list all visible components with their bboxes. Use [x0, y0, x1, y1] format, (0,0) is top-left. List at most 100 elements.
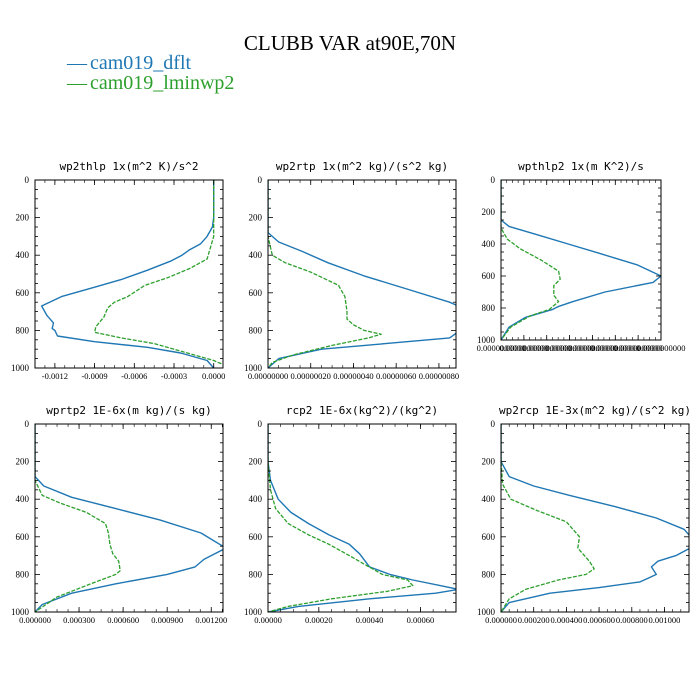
x-tick-label: 0.00000060: [376, 371, 416, 381]
x-tick-label: 0.00000: [254, 615, 282, 625]
series-line-dflt: [268, 180, 456, 368]
y-tick-label: 1000: [244, 607, 263, 617]
y-tick-label: 0: [25, 175, 30, 185]
x-tick-label: 0.00000040: [333, 371, 373, 381]
y-tick-label: 800: [16, 325, 30, 335]
y-tick-label: 400: [249, 494, 263, 504]
series-line-dflt: [35, 424, 223, 612]
x-tick-label: 0.000900: [151, 615, 183, 625]
y-tick-label: 400: [482, 494, 496, 504]
y-tick-label: 1000: [477, 335, 496, 345]
plot-frame: [267, 423, 457, 613]
x-tick-label: 0.0000000000: [522, 343, 571, 353]
panel-wp2rtp: wp2rtp 1x(m^2 kg)/(s^2 kg) 0 200 400 600 800 1…: [244, 160, 459, 381]
x-tick-label: -0.0009: [81, 371, 107, 381]
y-tick-label: 800: [482, 569, 496, 579]
x-tick-label: 0.0000000000: [614, 343, 663, 353]
x-tick-label: 0.0000000000: [591, 343, 640, 353]
figure-title: CLUBB VAR at90E,70N: [244, 31, 456, 55]
x-tick-label: 0.0000000000: [477, 343, 526, 353]
x-tick-label: 0.00020: [305, 615, 333, 625]
y-tick-label: 200: [249, 213, 263, 223]
series-line-dflt: [501, 424, 689, 612]
y-tick-label: 800: [482, 303, 496, 313]
y-tick-label: 200: [16, 457, 30, 467]
y-tick-label: 1000: [11, 607, 30, 617]
y-tick-label: 200: [482, 457, 496, 467]
y-tick-label: 600: [482, 532, 496, 542]
y-tick-label: 1000: [11, 363, 30, 373]
y-tick-label: 200: [249, 457, 263, 467]
y-tick-label: 0: [25, 419, 30, 429]
x-tick-label: 0.000400: [550, 615, 582, 625]
panel-wp2thlp: wp2thlp 1x(m^2 K)/s^2 0 200 400 600 800 1000 -0…: [11, 160, 225, 381]
y-tick-label: 200: [482, 207, 496, 217]
legend-swatch-dflt: —: [66, 52, 88, 74]
x-tick-label: 0.0000000000: [568, 343, 617, 353]
series-line-dflt: [40, 180, 215, 368]
x-tick-label: 0.00000000: [248, 371, 288, 381]
panel-title-wp2thlp: wp2thlp 1x(m^2 K)/s^2: [59, 160, 198, 173]
y-tick-label: 400: [16, 494, 30, 504]
series-line-lminwp2: [35, 424, 121, 612]
plot-frame: [34, 423, 224, 613]
series-line-dflt: [268, 424, 456, 612]
x-tick-label: 0.00060: [407, 615, 435, 625]
x-tick-label: 0.0000000000: [545, 343, 594, 353]
y-tick-label: 600: [16, 288, 30, 298]
series-line-lminwp2: [501, 424, 595, 612]
y-tick-label: 0: [258, 419, 263, 429]
x-tick-label: 0.0000: [202, 371, 225, 381]
y-tick-label: 600: [249, 288, 263, 298]
plot-frame: [500, 179, 662, 341]
y-tick-label: 800: [249, 325, 263, 335]
panel-wprtp2: wprtp2 1E-6x(m kg)/(s kg) 0 200 400 600 800 10…: [11, 404, 227, 625]
panel-title-rcp2: rcp2 1E-6x(kg^2)/(kg^2): [286, 404, 438, 417]
x-tick-label: 0.00000080: [419, 371, 459, 381]
x-tick-label: 0.000000: [485, 615, 517, 625]
x-tick-label: 0.000800: [616, 615, 648, 625]
panel-title-wpthlp2: wpthlp2 1x(m K^2)/s: [518, 160, 644, 173]
panel-title-wp2rtp: wp2rtp 1x(m^2 kg)/(s^2 kg): [276, 160, 448, 173]
y-tick-label: 800: [16, 569, 30, 579]
x-tick-label: 0.00040: [356, 615, 384, 625]
x-tick-label: 0.000600: [107, 615, 139, 625]
legend-entry-lminwp2: — cam019_lminwp2: [66, 72, 234, 94]
y-tick-label: 400: [16, 250, 30, 260]
legend-entry-dflt: — cam019_dflt: [66, 52, 192, 74]
legend: — cam019_dflt — cam019_lminwp2: [66, 52, 234, 94]
y-tick-label: 600: [249, 532, 263, 542]
x-tick-label: -0.0006: [121, 371, 147, 381]
panel-wpthlp2: wpthlp2 1x(m K^2)/s020040060080010000.00…: [477, 160, 686, 353]
y-tick-label: 0: [491, 175, 496, 185]
x-tick-label: 0.000000: [19, 615, 51, 625]
series-line-lminwp2: [268, 180, 382, 368]
y-tick-label: 600: [16, 532, 30, 542]
y-tick-label: 0: [491, 419, 496, 429]
legend-label-lminwp2: cam019_lminwp2: [90, 72, 234, 94]
x-tick-label: 0.001000: [649, 615, 681, 625]
panel-wp2rcp: wp2rcp 1E-3x(m^2 kg)/(s^2 kg)0 200 400 600 8…: [477, 404, 691, 625]
x-tick-label: 0.00000020: [291, 371, 331, 381]
panel-title-wp2rcp: wp2rcp 1E-3x(m^2 kg)/(s^2 kg): [499, 404, 691, 417]
y-tick-label: 0: [258, 175, 263, 185]
plot-frame: [500, 423, 690, 613]
x-tick-label: 0.000600: [583, 615, 615, 625]
series-line-dflt: [501, 180, 661, 340]
series-line-lminwp2: [268, 424, 414, 612]
series-line-lminwp2: [501, 180, 561, 340]
x-tick-label: 0.000300: [63, 615, 95, 625]
y-tick-label: 1000: [477, 607, 496, 617]
panels: wp2thlp 1x(m^2 K)/s^2 0 200 400 600 800 1000 -0…: [11, 160, 691, 625]
x-tick-label: -0.0012: [42, 371, 68, 381]
x-tick-label: 0.001200: [195, 615, 227, 625]
legend-swatch-lminwp2: —: [66, 72, 88, 94]
x-tick-label: 0.000200: [518, 615, 550, 625]
x-tick-label: 0.0000000000: [499, 343, 548, 353]
panel-rcp2: rcp2 1E-6x(kg^2)/(kg^2) 0 200 400 600 800 1000…: [244, 404, 457, 625]
series-line-lminwp2: [93, 180, 223, 366]
x-tick-label: -0.0003: [161, 371, 187, 381]
y-tick-label: 400: [482, 239, 496, 249]
y-tick-label: 1000: [244, 363, 263, 373]
